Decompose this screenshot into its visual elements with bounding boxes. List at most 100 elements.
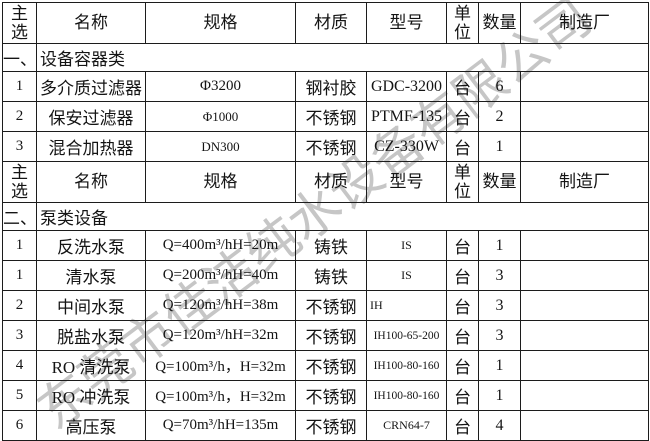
cell-material: 不锈钢 <box>295 320 367 351</box>
cell-material: 不锈钢 <box>295 380 367 411</box>
equipment-row: 1 反洗水泵 Q=400m³/hH=20m 铸铁 IS 台 1 <box>2 230 649 261</box>
cell-no: 1 <box>2 71 37 102</box>
column-header-maker: 制造厂 <box>520 2 649 44</box>
cell-model: GDC-3200 <box>366 71 447 102</box>
cell-material: 铸铁 <box>295 260 367 291</box>
cell-name: 脱盐水泵 <box>36 320 146 351</box>
cell-no: 6 <box>2 410 37 441</box>
cell-maker <box>520 260 649 291</box>
cell-unit: 台 <box>446 320 479 351</box>
table-header-row: 主选 名称 规格 材质 型号 单位 数量 制造厂 <box>2 161 649 203</box>
cell-maker <box>520 290 649 321</box>
equipment-row: 3 混合加热器 DN300 不锈钢 CZ-330W 台 1 <box>2 131 649 162</box>
cell-material: 不锈钢 <box>295 410 367 441</box>
cell-name: RO 冲洗泵 <box>36 380 146 411</box>
column-header-unit: 单位 <box>446 161 479 203</box>
cell-spec: Φ3200 <box>145 71 296 102</box>
cell-material: 铸铁 <box>295 230 367 261</box>
cell-unit: 台 <box>446 131 479 162</box>
cell-model: CRN64-7 <box>366 410 447 441</box>
table-header-row: 主选 名称 规格 材质 型号 单位 数量 制造厂 <box>2 2 649 44</box>
cell-spec: Φ1000 <box>145 101 296 132</box>
column-header-model: 型号 <box>366 2 447 44</box>
section-title: 泵类设备 <box>36 202 649 231</box>
cell-name: 混合加热器 <box>36 131 146 162</box>
equipment-row: 6 高压泵 Q=70m³/hH=135m 不锈钢 CRN64-7 台 4 <box>2 410 649 441</box>
cell-no: 1 <box>2 230 37 261</box>
equipment-row: 4 RO 清洗泵 Q=100m³/h，H=32m 不锈钢 IH100-80-160 台 1 <box>2 350 649 381</box>
cell-no: 2 <box>2 290 37 321</box>
equipment-row: 5 RO 冲洗泵 Q=100m³/h，H=32m 不锈钢 IH100-80-160 台 1 <box>2 380 649 411</box>
cell-maker <box>520 131 649 162</box>
column-header-name: 名称 <box>36 2 146 44</box>
cell-name: 高压泵 <box>36 410 146 441</box>
equipment-row: 2 保安过滤器 Φ1000 不锈钢 PTMF-135 台 2 <box>2 101 649 132</box>
section-title: 设备容器类 <box>36 43 649 72</box>
cell-qty: 1 <box>478 230 521 261</box>
equipment-row: 1 多介质过滤器 Φ3200 钢衬胶 GDC-3200 台 6 <box>2 71 649 102</box>
cell-spec: Q=200m³/hH=40m <box>145 260 296 291</box>
cell-unit: 台 <box>446 350 479 381</box>
cell-model: PTMF-135 <box>366 101 447 132</box>
equipment-row: 3 脱盐水泵 Q=120m³/hH=32m 不锈钢 IH100-65-200 台 3 <box>2 320 649 351</box>
section-index: 一、 <box>2 43 37 72</box>
cell-qty: 1 <box>478 380 521 411</box>
cell-maker <box>520 230 649 261</box>
cell-spec: Q=100m³/h，H=32m <box>145 350 296 381</box>
cell-spec: DN300 <box>145 131 296 162</box>
column-header-material: 材质 <box>295 2 367 44</box>
cell-no: 4 <box>2 350 37 381</box>
cell-material: 不锈钢 <box>295 101 367 132</box>
column-header-maker: 制造厂 <box>520 161 649 203</box>
cell-no: 3 <box>2 131 37 162</box>
cell-qty: 3 <box>478 290 521 321</box>
cell-qty: 3 <box>478 260 521 291</box>
cell-unit: 台 <box>446 290 479 321</box>
cell-model: IS <box>366 260 447 291</box>
cell-material: 不锈钢 <box>295 131 367 162</box>
column-header-name: 名称 <box>36 161 146 203</box>
column-header-qty: 数量 <box>478 161 521 203</box>
cell-no: 1 <box>2 260 37 291</box>
cell-maker <box>520 410 649 441</box>
cell-name: 多介质过滤器 <box>36 71 146 102</box>
cell-material: 不锈钢 <box>295 290 367 321</box>
cell-unit: 台 <box>446 410 479 441</box>
cell-maker <box>520 71 649 102</box>
section-row: 二、 泵类设备 <box>2 202 649 231</box>
cell-name: RO 清洗泵 <box>36 350 146 381</box>
cell-qty: 4 <box>478 410 521 441</box>
cell-model: CZ-330W <box>366 131 447 162</box>
cell-unit: 台 <box>446 101 479 132</box>
cell-model: IH100-80-160 <box>366 350 447 381</box>
cell-spec: Q=120m³/hH=32m <box>145 320 296 351</box>
section-row: 一、 设备容器类 <box>2 43 649 72</box>
cell-model: IH100-65-200 <box>366 320 447 351</box>
column-header-qty: 数量 <box>478 2 521 44</box>
cell-model: IS <box>366 230 447 261</box>
column-header-main: 主选 <box>2 2 37 44</box>
cell-maker <box>520 320 649 351</box>
cell-no: 5 <box>2 380 37 411</box>
cell-qty: 2 <box>478 101 521 132</box>
column-header-model: 型号 <box>366 161 447 203</box>
equipment-row: 2 中间水泵 Q=120m³/hH=38m 不锈钢 IH 台 3 <box>2 290 649 321</box>
column-header-material: 材质 <box>295 161 367 203</box>
cell-unit: 台 <box>446 230 479 261</box>
cell-maker <box>520 101 649 132</box>
column-header-main: 主选 <box>2 161 37 203</box>
cell-no: 3 <box>2 320 37 351</box>
cell-unit: 台 <box>446 71 479 102</box>
cell-name: 反洗水泵 <box>36 230 146 261</box>
cell-material: 不锈钢 <box>295 350 367 381</box>
cell-qty: 6 <box>478 71 521 102</box>
cell-name: 清水泵 <box>36 260 146 291</box>
cell-model: IH100-80-160 <box>366 380 447 411</box>
cell-name: 保安过滤器 <box>36 101 146 132</box>
cell-no: 2 <box>2 101 37 132</box>
cell-material: 钢衬胶 <box>295 71 367 102</box>
cell-unit: 台 <box>446 380 479 411</box>
cell-spec: Q=70m³/hH=135m <box>145 410 296 441</box>
